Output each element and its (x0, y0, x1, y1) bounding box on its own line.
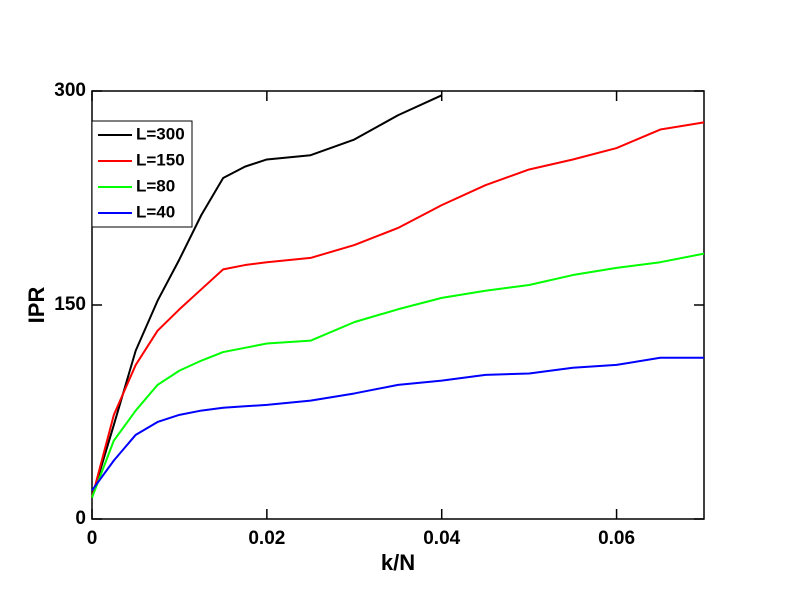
x-tick-label: 0.06 (598, 528, 635, 549)
legend-label: L=300 (136, 124, 185, 143)
x-axis-label: k/N (381, 550, 415, 575)
legend-label: L=80 (136, 176, 175, 195)
y-axis-label: IPR (24, 287, 49, 324)
x-tick-label: 0.02 (248, 528, 285, 549)
legend-label: L=40 (136, 202, 175, 221)
series-line (91, 121, 705, 498)
series-line (91, 252, 705, 498)
x-tick-label: 0.04 (423, 528, 460, 549)
y-tick-label: 300 (54, 80, 86, 101)
y-tick-label: 150 (54, 294, 86, 315)
series-line (91, 94, 443, 498)
x-tick-label: 0 (87, 528, 98, 549)
series-line (91, 356, 704, 492)
y-tick-label: 0 (75, 508, 86, 529)
legend-box (91, 120, 193, 228)
legend-label: L=150 (136, 150, 185, 169)
